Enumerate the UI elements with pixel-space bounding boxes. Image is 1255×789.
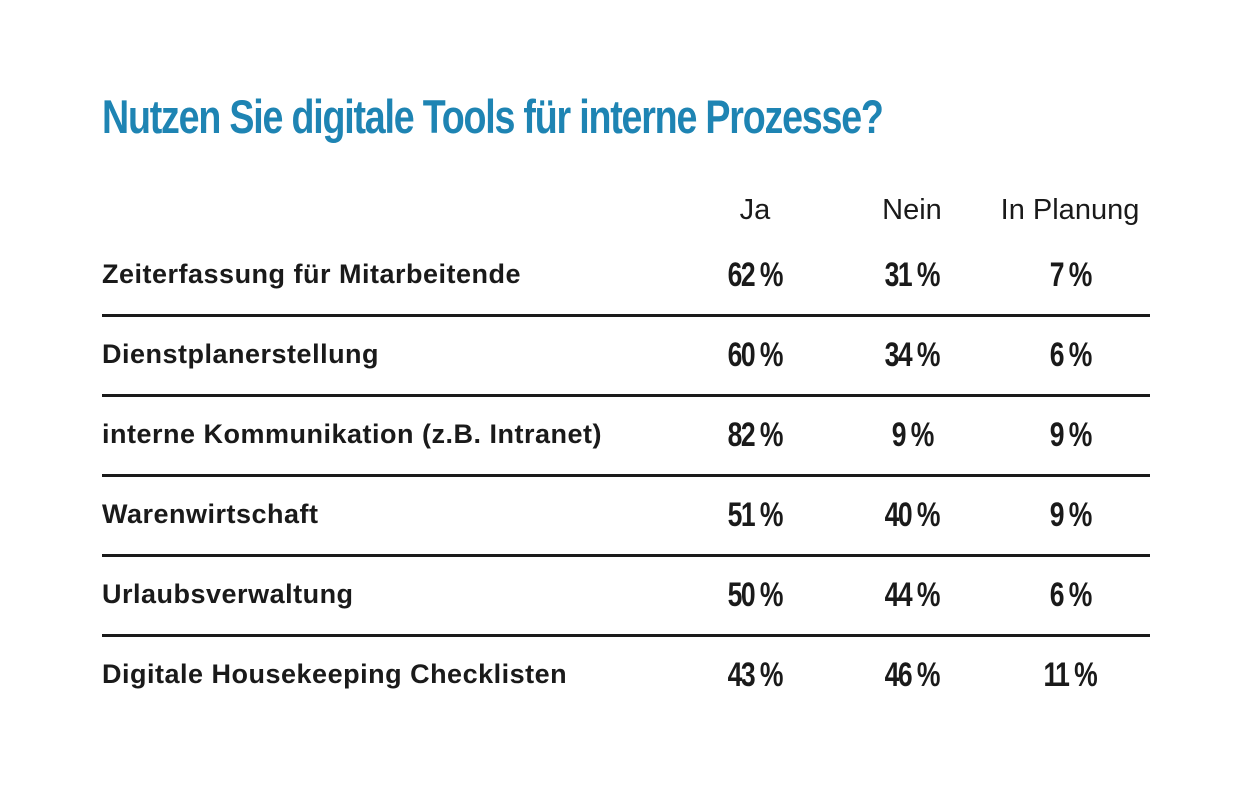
row-label: Zeiterfassung für Mitarbeitende — [102, 259, 522, 289]
cell-nein: 34 % — [842, 315, 982, 395]
cell-in-planung: 6 % — [1000, 555, 1140, 635]
cell-ja: 51 % — [685, 475, 825, 555]
cell-nein: 31 % — [842, 235, 982, 315]
cell-value: 7 % — [1049, 256, 1092, 294]
row-label: Digitale Housekeeping Checklisten — [102, 659, 568, 689]
column-header-ja: Ja — [739, 194, 771, 226]
cell-value: 11 % — [1043, 656, 1098, 694]
row-divider — [102, 554, 1150, 557]
column-header-in-planung: In Planung — [1000, 194, 1140, 226]
cell-ja: 82 % — [685, 395, 825, 475]
cell-value: 62 % — [727, 256, 784, 294]
cell-value: 40 % — [884, 496, 941, 534]
cell-value: 9 % — [891, 416, 934, 454]
chart-title: Nutzen Sie digitale Tools für interne Pr… — [102, 90, 884, 143]
row-divider — [102, 394, 1150, 397]
cell-value: 60 % — [727, 336, 784, 374]
cell-ja: 60 % — [685, 315, 825, 395]
cell-value: 46 % — [884, 656, 941, 694]
table-row: Dienstplanerstellung 60 % 34 % 6 % — [102, 315, 1150, 397]
cell-in-planung: 9 % — [1000, 475, 1140, 555]
cell-nein: 44 % — [842, 555, 982, 635]
row-divider — [102, 314, 1150, 317]
cell-in-planung: 9 % — [1000, 395, 1140, 475]
cell-value: 51 % — [727, 496, 784, 534]
cell-value: 9 % — [1049, 496, 1092, 534]
row-divider — [102, 474, 1150, 477]
row-label: Dienstplanerstellung — [102, 339, 380, 369]
cell-value: 31 % — [884, 256, 941, 294]
cell-value: 34 % — [884, 336, 941, 374]
cell-value: 50 % — [727, 576, 784, 614]
cell-nein: 40 % — [842, 475, 982, 555]
row-label: Urlaubsverwaltung — [102, 579, 354, 609]
table-row: Warenwirtschaft 51 % 40 % 9 % — [102, 475, 1150, 557]
table-row: Zeiterfassung für Mitarbeitende 62 % 31 … — [102, 235, 1150, 317]
column-header-nein: Nein — [882, 194, 942, 226]
cell-in-planung: 6 % — [1000, 315, 1140, 395]
cell-ja: 62 % — [685, 235, 825, 315]
cell-value: 6 % — [1049, 336, 1092, 374]
cell-value: 43 % — [727, 656, 784, 694]
cell-in-planung: 7 % — [1000, 235, 1140, 315]
cell-ja: 50 % — [685, 555, 825, 635]
row-label: Warenwirtschaft — [102, 499, 319, 529]
table-row: Digitale Housekeeping Checklisten 43 % 4… — [102, 635, 1150, 715]
cell-nein: 9 % — [842, 395, 982, 475]
cell-ja: 43 % — [685, 635, 825, 715]
cell-value: 82 % — [727, 416, 784, 454]
cell-nein: 46 % — [842, 635, 982, 715]
table-row: interne Kommunikation (z.B. Intranet) 82… — [102, 395, 1150, 477]
row-divider — [102, 634, 1150, 637]
cell-value: 6 % — [1049, 576, 1092, 614]
table-row: Urlaubsverwaltung 50 % 44 % 6 % — [102, 555, 1150, 637]
cell-in-planung: 11 % — [1000, 635, 1140, 715]
cell-value: 9 % — [1049, 416, 1092, 454]
row-label: interne Kommunikation (z.B. Intranet) — [102, 419, 603, 449]
cell-value: 44 % — [884, 576, 941, 614]
